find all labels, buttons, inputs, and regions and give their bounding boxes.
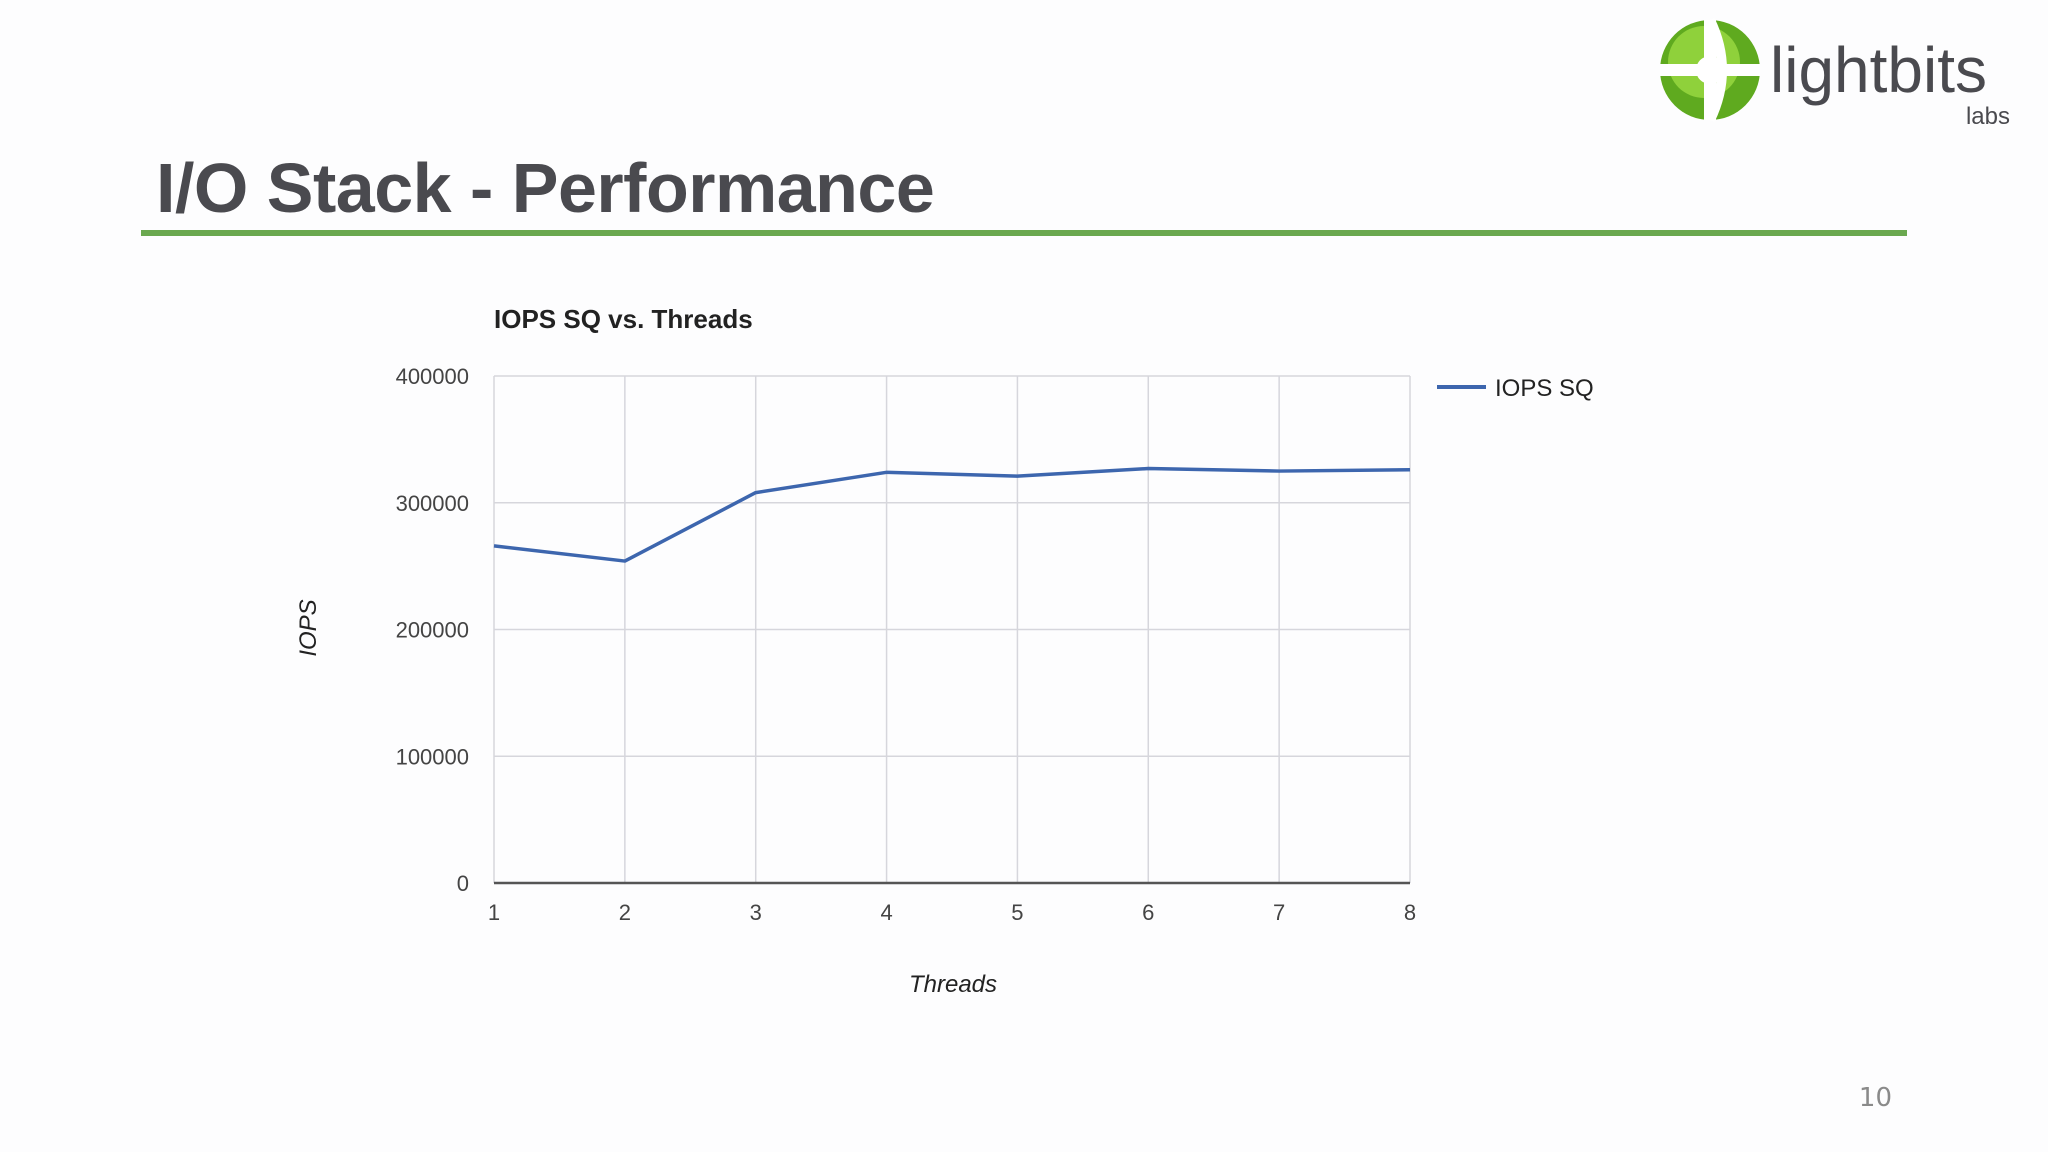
y-tick-label: 100000 [396, 744, 469, 769]
chart-series [493, 466, 1411, 563]
lightbits-logo: lightbits labs [1660, 17, 2010, 130]
y-tick-label: 400000 [396, 364, 469, 389]
chart-grid [493, 375, 1411, 883]
x-tick-label: 5 [1011, 900, 1023, 925]
logo-wordmark: lightbits [1770, 34, 1987, 106]
x-tick-label: 6 [1142, 900, 1154, 925]
page-number: 10 [1858, 1083, 1892, 1113]
chart-tick-labels: 0 100000 200000 300000 400000 1 2 3 4 5 6 7 8 [396, 364, 1417, 925]
y-axis-title: IOPS [295, 599, 322, 656]
legend-label: IOPS SQ [1495, 375, 1594, 402]
series-line-iops-sq [493, 466, 1411, 563]
x-tick-label: 2 [619, 900, 631, 925]
y-tick-label: 300000 [396, 491, 469, 516]
x-tick-label: 4 [880, 900, 892, 925]
y-tick-label: 0 [457, 871, 469, 896]
x-axis-title: Threads [909, 971, 997, 998]
title-underline [141, 230, 1907, 236]
x-tick-label: 3 [750, 900, 762, 925]
legend: IOPS SQ [1437, 375, 1594, 402]
y-tick-label: 200000 [396, 618, 469, 643]
logo-subtext: labs [1966, 103, 2010, 130]
x-tick-label: 1 [488, 900, 500, 925]
green-globe-logo-icon [1660, 17, 1760, 123]
x-tick-label: 7 [1273, 900, 1285, 925]
x-tick-label: 8 [1404, 900, 1416, 925]
slide-title: I/O Stack - Performance [156, 149, 935, 227]
chart-title: IOPS SQ vs. Threads [494, 304, 753, 334]
